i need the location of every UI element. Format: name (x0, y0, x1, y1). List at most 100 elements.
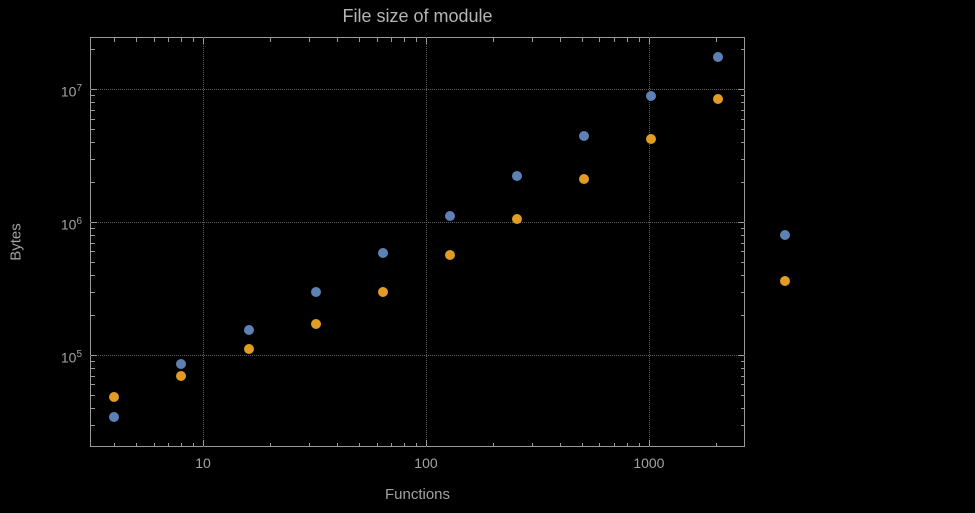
x-tick-mark (391, 442, 393, 446)
y-tick-mark (91, 262, 95, 264)
data-point-series-blue (243, 324, 254, 335)
y-tick-mark (91, 88, 97, 90)
y-tick-mark (740, 129, 744, 131)
y-tick-mark (91, 101, 95, 103)
y-tick-mark (91, 228, 95, 230)
x-tick-mark (168, 442, 170, 446)
x-tick-mark (599, 442, 601, 446)
data-point-series-blue (780, 229, 791, 240)
data-point-series-orange (511, 214, 522, 225)
gridline-horizontal (90, 221, 745, 223)
y-tick-mark (91, 424, 95, 426)
data-point-series-blue (511, 171, 522, 182)
x-tick-mark (337, 38, 339, 42)
y-tick-mark (740, 375, 744, 377)
y-tick-mark (740, 141, 744, 143)
gridline-vertical (203, 37, 205, 447)
y-tick-mark (740, 48, 744, 50)
data-point-series-orange (713, 94, 724, 105)
x-tick-mark (560, 38, 562, 42)
y-tick-mark (740, 291, 744, 293)
gridline-vertical (648, 37, 650, 447)
y-tick-mark (740, 95, 744, 97)
data-point-series-blue (109, 412, 120, 423)
y-tick-mark (91, 384, 95, 386)
x-tick-mark (599, 38, 601, 42)
x-tick-mark (493, 442, 495, 446)
y-tick-mark (91, 181, 95, 183)
x-tick-mark (404, 38, 406, 42)
y-tick-mark (740, 361, 744, 363)
x-tick-mark (203, 440, 205, 446)
x-tick-mark (270, 442, 272, 446)
x-tick-mark (135, 442, 137, 446)
x-tick-mark (309, 442, 311, 446)
data-point-series-blue (713, 51, 724, 62)
x-tick-mark (532, 38, 534, 42)
y-tick-mark (91, 118, 95, 120)
y-tick-mark (91, 361, 95, 363)
y-tick-mark (91, 158, 95, 160)
y-tick-mark (91, 48, 95, 50)
y-tick-mark (740, 109, 744, 111)
y-tick-mark (91, 221, 97, 223)
data-point-series-blue (310, 286, 321, 297)
y-tick-mark (740, 424, 744, 426)
y-tick-label: 107 (60, 82, 82, 100)
x-tick-mark (181, 442, 183, 446)
data-point-series-orange (377, 286, 388, 297)
data-point-series-orange (646, 134, 657, 145)
x-tick-mark (648, 440, 650, 446)
y-tick-label: 105 (60, 348, 82, 366)
y-tick-mark (91, 251, 95, 253)
y-tick-mark (91, 407, 95, 409)
data-point-series-orange (780, 275, 791, 286)
chart-title: File size of module (342, 6, 493, 26)
x-tick-mark (627, 442, 629, 446)
x-tick-label: 1000 (633, 455, 665, 471)
x-tick-mark (376, 38, 378, 42)
x-tick-mark (627, 38, 629, 42)
y-tick-mark (91, 109, 95, 111)
y-tick-mark (740, 314, 744, 316)
data-point-series-orange (243, 344, 254, 355)
x-tick-mark (153, 38, 155, 42)
data-point-series-blue (377, 248, 388, 259)
y-tick-mark (91, 314, 95, 316)
y-tick-mark (740, 228, 744, 230)
x-tick-mark (181, 38, 183, 42)
gridline-horizontal (90, 354, 745, 356)
gridline-horizontal (90, 88, 745, 90)
y-tick-mark (738, 354, 744, 356)
y-tick-mark (740, 181, 744, 183)
y-tick-mark (740, 158, 744, 160)
x-tick-mark (648, 38, 650, 44)
y-tick-mark (740, 384, 744, 386)
x-tick-mark (192, 38, 194, 42)
x-tick-mark (581, 38, 583, 42)
y-tick-mark (91, 291, 95, 293)
y-tick-mark (740, 262, 744, 264)
x-tick-mark (192, 442, 194, 446)
y-tick-mark (740, 101, 744, 103)
x-tick-mark (203, 38, 205, 44)
gridline-vertical (425, 37, 427, 447)
y-tick-mark (740, 407, 744, 409)
x-tick-mark (153, 442, 155, 446)
x-tick-mark (114, 38, 116, 42)
y-tick-mark (738, 88, 744, 90)
y-tick-mark (740, 395, 744, 396)
y-tick-mark (91, 242, 95, 244)
data-point-series-orange (109, 392, 120, 403)
y-tick-mark (91, 95, 95, 97)
data-point-series-blue (579, 131, 590, 142)
x-tick-mark (415, 442, 417, 446)
x-tick-mark (415, 38, 417, 42)
y-axis-label: Bytes (7, 223, 25, 261)
x-tick-mark (716, 442, 718, 446)
x-tick-mark (638, 38, 640, 42)
data-point-series-blue (176, 359, 187, 370)
y-tick-mark (91, 354, 97, 356)
data-point-series-orange (579, 174, 590, 185)
